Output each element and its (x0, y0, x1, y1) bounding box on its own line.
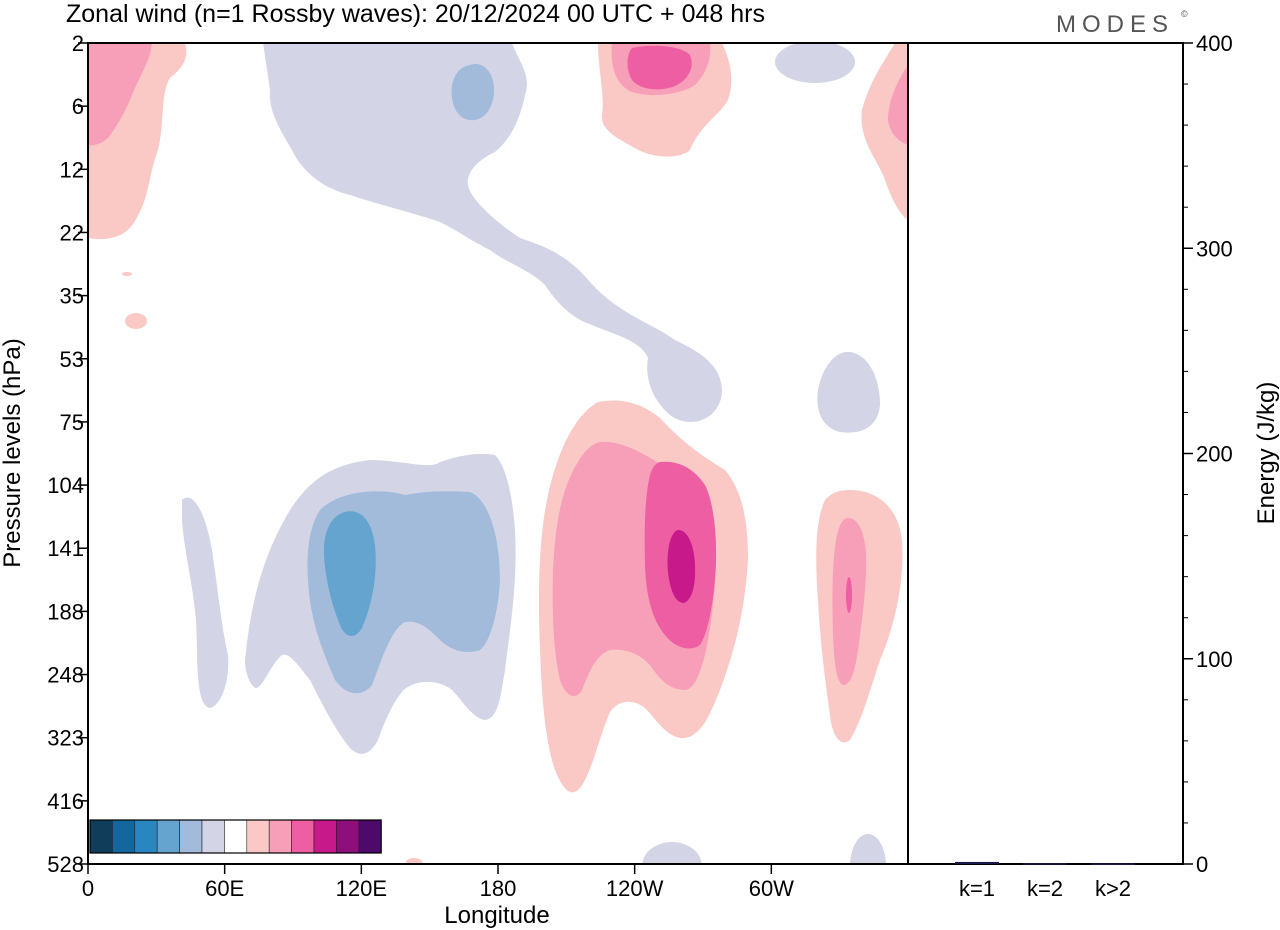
x-tick-label: 0 (82, 876, 94, 901)
colorbar: -24-1201224 (88, 786, 384, 856)
energy-axis-title: Energy (J/kg) (1253, 382, 1280, 525)
contour-upper-easterly-band (263, 43, 722, 422)
colorbar-outline (89, 819, 382, 854)
contour-lower-easterly-light (182, 497, 229, 708)
energy-category-label: k=2 (1027, 876, 1063, 901)
contour-upper-right-gray (775, 43, 855, 83)
y-tick-label: 75 (60, 410, 84, 435)
colorbar-swatch (291, 819, 315, 854)
contour-lower-westerly-max (667, 530, 696, 603)
energy-panel-frame (907, 42, 1184, 865)
contour-lower-easterly-core (323, 511, 376, 636)
contour-tiny-pink-dot (122, 272, 132, 276)
energy-bar (1023, 863, 1067, 865)
energy-tick-label: 400 (1196, 31, 1233, 56)
contour-right-gray-cell (817, 351, 880, 433)
y-tick-label: 104 (47, 473, 84, 498)
energy-bar (955, 861, 999, 864)
y-tick-label: 6 (72, 94, 84, 119)
y-tick-label: 53 (60, 347, 84, 372)
energy-tick-label: 0 (1196, 852, 1208, 877)
energy-tick-label: 300 (1196, 236, 1233, 261)
energy-category-label: k=1 (959, 876, 995, 901)
x-tick-label: 60W (749, 876, 794, 901)
colorbar-swatch (179, 819, 203, 854)
colorbar-swatch (112, 819, 136, 854)
energy-axis: 0 100 200 300 400 (1183, 31, 1233, 877)
colorbar-swatch (134, 819, 158, 854)
contour-bottom-gray-2 (850, 834, 886, 864)
y-tick-label: 141 (47, 536, 84, 561)
colorbar-swatch (156, 819, 180, 854)
modes-logo: MODES © (1056, 9, 1188, 38)
y-tick-label: 22 (60, 220, 84, 245)
x-tick-label: 120W (606, 876, 664, 901)
x-tick-label: 180 (480, 876, 517, 901)
contour-bottom-gray-1 (642, 842, 702, 864)
contour-right-westerly-core (846, 577, 852, 613)
energy-tick-label: 100 (1196, 647, 1233, 672)
colorbar-swatch (313, 819, 337, 854)
contour-bottom-pink (406, 858, 422, 864)
y-tick-label: 188 (47, 599, 84, 624)
contour-upper-120w-core (627, 45, 692, 90)
x-axis: 0 60E 120E 180 120W 60W (82, 864, 794, 901)
y-tick-label: 35 (60, 284, 84, 309)
colorbar-swatch (336, 819, 360, 854)
x-tick-label: 60E (205, 876, 244, 901)
svg-text:MODES: MODES (1056, 11, 1174, 38)
contour-plot (88, 43, 908, 864)
y-tick-label: 2 (72, 31, 84, 56)
colorbar-swatch (201, 819, 225, 854)
colorbar-swatch (224, 819, 248, 854)
contour-upper-right-edge-mid (888, 65, 908, 145)
colorbar-swatch (268, 819, 292, 854)
y-tick-label: 416 (47, 789, 84, 814)
x-axis-title: Longitude (444, 902, 549, 929)
y-tick-label: 248 (47, 663, 84, 688)
colorbar-swatch (246, 819, 270, 854)
contour-small-pink-blob (125, 313, 147, 329)
chart-title: Zonal wind (n=1 Rossby waves): 20/12/202… (66, 0, 765, 28)
y-tick-label: 528 (47, 852, 84, 877)
contour-upper-easterly-core (451, 64, 495, 121)
x-tick-label: 120E (336, 876, 387, 901)
y-tick-label: 323 (47, 726, 84, 751)
colorbar-swatch (89, 819, 113, 854)
copyright-mark: © (1181, 9, 1188, 19)
energy-bar (1091, 863, 1135, 865)
y-tick-label: 12 (60, 157, 84, 182)
colorbar-swatch (358, 819, 382, 854)
energy-category-label: k>2 (1095, 876, 1131, 901)
contour-upper-left-mid (88, 43, 152, 146)
y-axis: 2 6 12 22 35 53 75 104 141 188 248 323 416 528 (47, 31, 88, 877)
energy-bars: k=1 k=2 k>2 (955, 861, 1135, 901)
energy-tick-label: 200 (1196, 442, 1233, 467)
y-axis-title: Pressure levels (hPa) (0, 338, 26, 567)
